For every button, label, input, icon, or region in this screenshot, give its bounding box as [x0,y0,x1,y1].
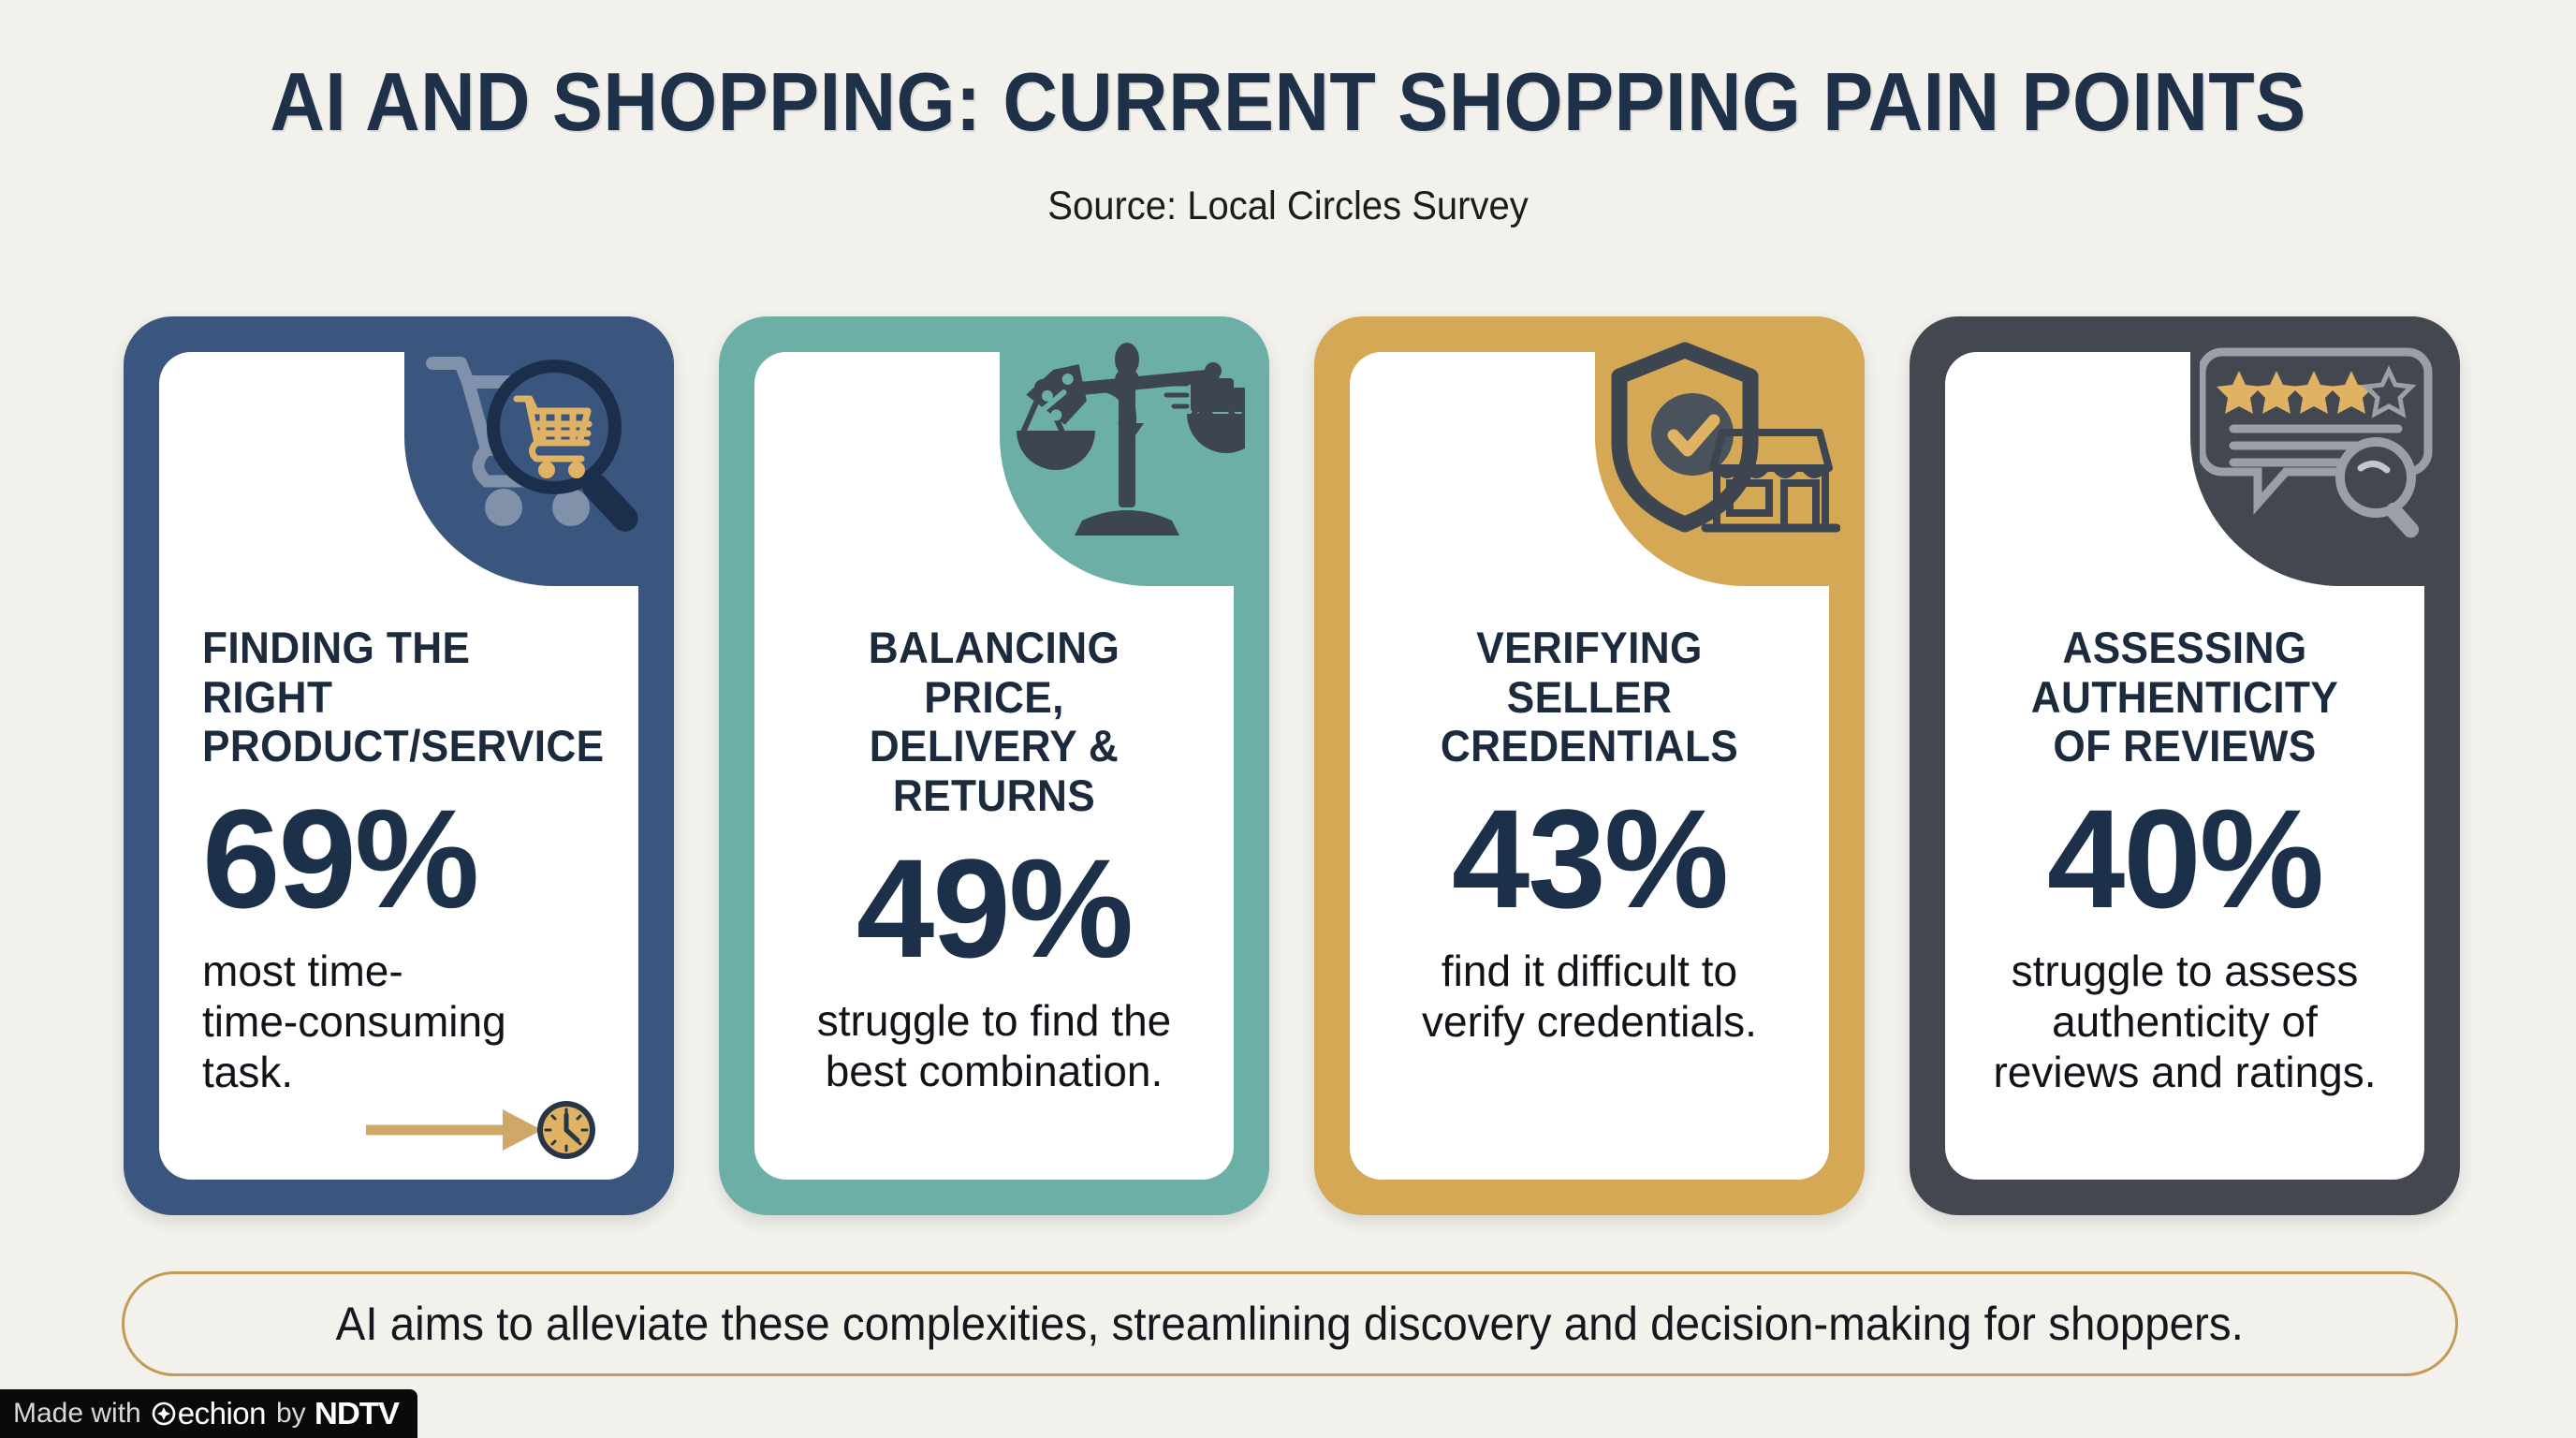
card-description: struggle to find the best combination. [816,995,1172,1095]
pain-point-card-balancing-price[interactable]: BALANCING PRICE, DELIVERY & RETURNS 49% … [719,316,1269,1215]
watermark-by: by [275,1398,306,1429]
card-description: find it difficult to verify credentials. [1422,946,1757,1047]
clock-icon [537,1101,595,1159]
pain-points-card-row: FINDING THE RIGHT PRODUCT/SERVICE 69% mo… [124,316,2460,1215]
card-heading: ASSESSING AUTHENTICITY OF REVIEWS [2030,623,2339,771]
card-description: struggle to assess authenticity of revie… [1993,946,2377,1097]
card-stat-percent: 43% [1451,779,1729,937]
page-title: AI AND SHOPPING: CURRENT SHOPPING PAIN P… [270,55,2306,148]
spark-circle-icon [152,1401,176,1426]
watermark: Made with echion by NDTV [0,1389,417,1438]
card-stat-percent: 40% [2046,779,2324,937]
pain-point-card-assessing-reviews[interactable]: ASSESSING AUTHENTICITY OF REVIEWS 40% st… [1910,316,2460,1215]
card-stat-percent: 69% [202,779,479,937]
pain-point-card-finding-product[interactable]: FINDING THE RIGHT PRODUCT/SERVICE 69% mo… [124,316,674,1215]
card-content: VERIFYING SELLER CREDENTIALS 43% find it… [1350,352,1829,1180]
watermark-made-with: Made with [13,1398,141,1429]
card-heading: FINDING THE RIGHT PRODUCT/SERVICE [202,623,605,771]
summary-banner-text: AI aims to alleviate these complexities,… [335,1298,2245,1350]
page-subtitle-source: Source: Local Circles Survey [1047,183,1529,228]
summary-banner: AI aims to alleviate these complexities,… [122,1271,2458,1376]
card-content: FINDING THE RIGHT PRODUCT/SERVICE 69% mo… [159,352,638,1180]
card-stat-percent: 49% [856,829,1134,987]
watermark-brand-label: echion [177,1396,267,1431]
card-heading: BALANCING PRICE, DELIVERY & RETURNS [868,623,1120,820]
card-description: most time- time-consuming task. [202,946,506,1097]
card-heading: VERIFYING SELLER CREDENTIALS [1440,623,1739,771]
card-content: BALANCING PRICE, DELIVERY & RETURNS 49% … [754,352,1234,1180]
watermark-publisher: NDTV [314,1396,400,1431]
watermark-brand: echion [152,1396,266,1431]
arrow-right-icon [366,1109,542,1151]
pain-point-card-verifying-seller[interactable]: VERIFYING SELLER CREDENTIALS 43% find it… [1314,316,1865,1215]
card-content: ASSESSING AUTHENTICITY OF REVIEWS 40% st… [1945,352,2424,1180]
arrow-clock-group [362,1097,596,1163]
